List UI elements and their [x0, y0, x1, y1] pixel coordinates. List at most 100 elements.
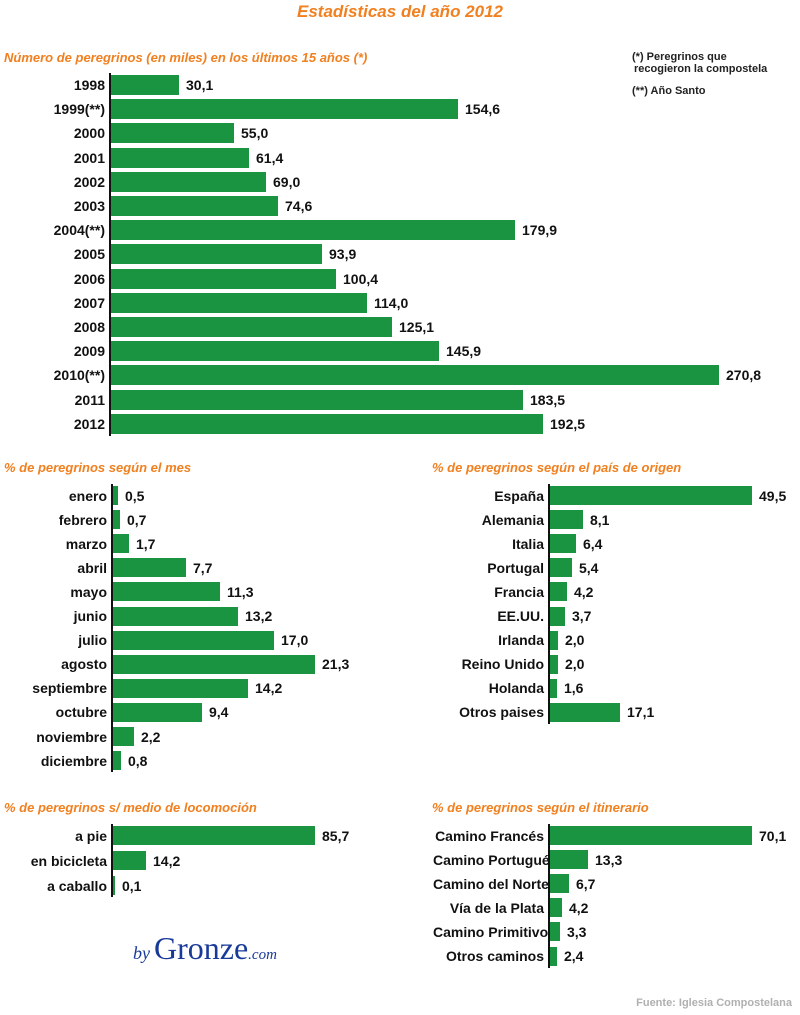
month-value-label: 9,4 — [209, 704, 229, 721]
yearly-pilgrims-category-label: 2002 — [73, 173, 105, 190]
yearly-pilgrims-value-label: 61,4 — [256, 149, 284, 166]
gronze-logo[interactable]: by Gronze.com — [133, 930, 277, 967]
country-bar — [550, 654, 558, 674]
month-value-label: 21,3 — [322, 656, 350, 673]
month-category-label: octubre — [55, 704, 107, 721]
country-value-label: 49,5 — [759, 487, 787, 504]
route-bar — [550, 922, 560, 942]
country-bar — [550, 534, 576, 554]
logo-com-text: .com — [248, 947, 277, 963]
route-category-label: Camino Primitivo — [433, 923, 549, 940]
source-note: Fuente: Iglesia Compostelana — [636, 997, 792, 1009]
yearly-pilgrims-category-label: 2000 — [73, 125, 105, 142]
yearly-pilgrims-bar — [111, 147, 249, 168]
yearly-pilgrims-bar — [111, 341, 439, 362]
route-value-label: 6,7 — [576, 875, 596, 892]
yearly-pilgrims-category-label: 2008 — [73, 319, 105, 335]
month-bar — [113, 630, 274, 650]
yearly-pilgrims-bar — [111, 99, 458, 120]
transport-chart-title: % de peregrinos s/ medio de locomoción — [4, 800, 257, 815]
month-bar — [113, 534, 129, 554]
yearly-pilgrims-value-label: 192,5 — [550, 415, 586, 432]
month-bar — [113, 654, 315, 674]
yearly-pilgrims-category-label: 1998 — [73, 77, 105, 93]
month-bar — [113, 678, 248, 698]
country-value-label: 2,0 — [565, 632, 585, 649]
country-value-label: 17,1 — [627, 704, 655, 721]
country-axis-line — [548, 484, 550, 724]
note-single-asterisk: (*) Peregrinos que — [632, 51, 727, 63]
country-value-label: 5,4 — [579, 559, 599, 576]
month-value-label: 0,7 — [127, 511, 147, 528]
month-value-label: 0,8 — [128, 752, 148, 769]
month-category-label: noviembre — [36, 728, 107, 745]
yearly-pilgrims-value-label: 145,9 — [446, 343, 482, 360]
country-value-label: 8,1 — [590, 511, 610, 528]
yearly-pilgrims-category-label: 2011 — [74, 391, 105, 408]
country-bar — [550, 582, 567, 602]
month-bar — [113, 510, 120, 530]
yearly-pilgrims-value-label: 183,5 — [530, 391, 566, 408]
yearly-pilgrims-category-label: 2010(**) — [53, 367, 105, 384]
country-bar — [550, 678, 557, 698]
route-bar — [550, 898, 562, 918]
yearly-pilgrims-value-label: 55,0 — [241, 125, 269, 142]
country-category-label: Portugal — [487, 559, 544, 576]
country-bar — [550, 486, 752, 505]
country-value-label: 4,2 — [574, 583, 594, 600]
month-bar — [113, 727, 134, 746]
month-value-label: 0,5 — [125, 487, 145, 504]
country-category-label: Italia — [512, 535, 544, 552]
month-category-label: agosto — [61, 656, 107, 673]
route-value-label: 2,4 — [564, 948, 584, 964]
month-value-label: 2,2 — [141, 728, 161, 745]
month-bar — [113, 582, 220, 602]
yearly-pilgrims-bar — [111, 244, 322, 265]
route-bar — [550, 874, 569, 894]
route-axis-line — [548, 824, 550, 968]
transport-bar — [113, 851, 146, 870]
month-bar — [113, 486, 118, 505]
month-category-label: marzo — [65, 535, 107, 552]
transport-bar — [113, 826, 315, 845]
route-value-label: 4,2 — [569, 899, 589, 916]
route-bar — [550, 946, 557, 966]
yearly-pilgrims-category-label: 2007 — [73, 294, 105, 311]
yearly-pilgrims-value-label: 69,0 — [273, 173, 301, 190]
country-category-label: Irlanda — [498, 632, 544, 649]
month-category-label: diciembre — [40, 752, 107, 769]
route-category-label: Camino Francés — [435, 827, 544, 844]
country-value-label: 2,0 — [565, 656, 585, 673]
logo-by-text: by — [133, 943, 150, 963]
yearly-pilgrims-category-label: 2003 — [73, 198, 105, 214]
yearly-pilgrims-bar — [111, 220, 515, 241]
yearly-pilgrims-category-label: 2012 — [73, 415, 105, 432]
transport-value-label: 85,7 — [322, 827, 350, 844]
yearly-pilgrims-bar — [111, 196, 278, 216]
month-category-label: mayo — [70, 583, 107, 600]
yearly-pilgrims-category-label: 2006 — [73, 270, 105, 287]
month-category-label: julio — [78, 632, 107, 649]
month-axis-line — [111, 484, 113, 773]
month-category-label: septiembre — [32, 680, 107, 697]
yearly-pilgrims-bar — [111, 268, 336, 289]
route-chart-title: % de peregrinos según el itinerario — [432, 800, 649, 815]
yearly-pilgrims-category-label: 1999(**) — [53, 101, 105, 118]
yearly-pilgrims-bar — [111, 413, 543, 434]
country-category-label: Alemania — [481, 511, 544, 528]
yearly-pilgrims-category-label: 2005 — [73, 246, 105, 263]
route-value-label: 3,3 — [567, 923, 587, 940]
yearly-pilgrims-bar — [111, 389, 523, 410]
month-value-label: 1,7 — [136, 535, 156, 552]
logo-name-text: Gronze — [154, 930, 249, 966]
month-chart-title: % de peregrinos según el mes — [4, 460, 192, 475]
yearly-pilgrims-category-label: 2009 — [73, 343, 105, 360]
country-value-label: 3,7 — [572, 608, 592, 624]
month-category-label: junio — [73, 608, 107, 624]
route-bar — [550, 850, 588, 870]
yearly-pilgrims-chart-title: Número de peregrinos (en miles) en los ú… — [4, 50, 368, 65]
transport-value-label: 0,1 — [122, 877, 142, 894]
transport-axis-line — [111, 824, 113, 897]
yearly-pilgrims-bar — [111, 317, 392, 337]
month-value-label: 14,2 — [255, 680, 283, 697]
